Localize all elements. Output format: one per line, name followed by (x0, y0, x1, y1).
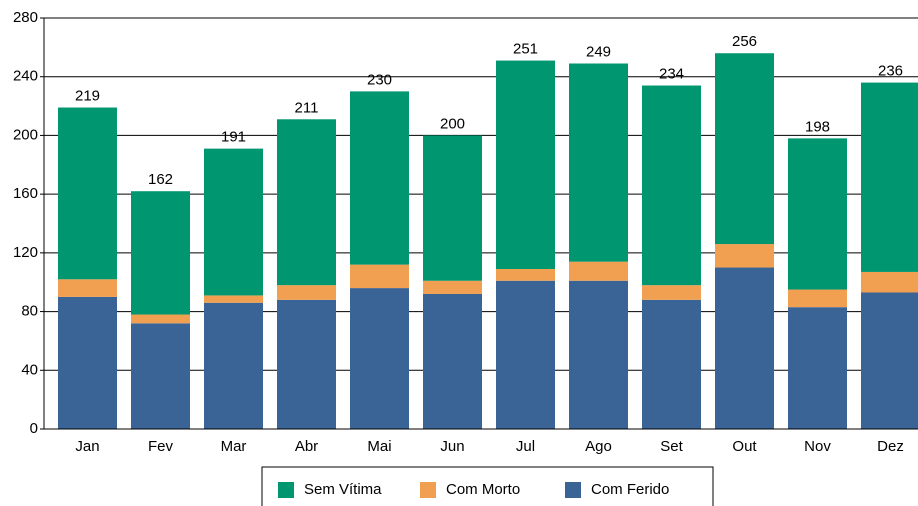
legend-label: Sem Vítima (304, 481, 382, 498)
bar-segment (788, 289, 847, 308)
total-label: 211 (295, 99, 319, 116)
bar-segment (861, 271, 918, 293)
bar-segment (204, 295, 263, 303)
y-tick-label: 160 (13, 185, 38, 202)
total-label: 219 (75, 88, 100, 105)
x-tick-label: Set (660, 438, 683, 455)
x-tick-label: Mar (221, 438, 247, 455)
bar-segment (569, 63, 628, 262)
bar-segment (569, 280, 628, 429)
total-label: 234 (659, 65, 684, 82)
x-tick-label: Nov (804, 438, 831, 455)
bar-segment (204, 148, 263, 296)
y-tick-label: 280 (13, 9, 38, 26)
bar-segment (569, 261, 628, 281)
legend-label: Com Ferido (591, 481, 669, 498)
y-tick-label: 240 (13, 68, 38, 85)
y-tick-label: 80 (21, 303, 38, 320)
total-label: 251 (513, 41, 538, 58)
bar-segment (496, 60, 555, 270)
total-label: 249 (586, 43, 611, 60)
x-tick-label: Dez (877, 438, 904, 455)
y-tick-label: 200 (13, 126, 38, 143)
x-tick-label: Mai (367, 438, 391, 455)
bar-segment (715, 267, 774, 429)
legend-swatch (420, 482, 436, 498)
bar-segment (350, 91, 409, 265)
bar-segment (131, 323, 190, 429)
bar-segment (496, 280, 555, 429)
y-tick-label: 40 (21, 361, 38, 378)
bar-segment (496, 269, 555, 281)
total-label: 198 (805, 118, 830, 135)
bar-segment (423, 135, 482, 281)
legend-swatch (278, 482, 294, 498)
total-label: 236 (878, 63, 903, 80)
bar-segment (861, 292, 918, 429)
bar-segment (204, 302, 263, 429)
legend-label: Com Morto (446, 481, 520, 498)
bar-segment (423, 293, 482, 429)
bar-segment (788, 138, 847, 290)
bar-segment (423, 280, 482, 294)
bar-segment (131, 191, 190, 315)
bar-segment (277, 119, 336, 286)
bar-segment (788, 307, 847, 429)
bar-segment (277, 299, 336, 429)
total-label: 162 (148, 171, 173, 188)
x-tick-label: Abr (295, 438, 318, 455)
x-tick-label: Jun (440, 438, 464, 455)
x-tick-label: Jan (75, 438, 99, 455)
bar-segment (58, 279, 117, 297)
legend-box (261, 466, 714, 506)
total-label: 200 (440, 115, 465, 132)
bar-segment (350, 288, 409, 429)
bar-segment (642, 285, 701, 300)
bar-segment (277, 285, 336, 300)
y-tick-label: 120 (13, 244, 38, 261)
bar-segment (350, 264, 409, 289)
bar-segment (58, 107, 117, 280)
legend-swatch (565, 482, 581, 498)
x-tick-label: Jul (516, 438, 535, 455)
x-tick-label: Out (732, 438, 757, 455)
bar-segment (715, 244, 774, 268)
bar-segment (131, 314, 190, 324)
bar-segment (715, 53, 774, 245)
total-label: 191 (221, 129, 246, 146)
bar-segment (861, 82, 918, 272)
bar-segment (642, 85, 701, 286)
total-label: 230 (367, 71, 392, 88)
bar-segment (642, 299, 701, 429)
x-tick-label: Fev (148, 438, 174, 455)
x-tick-label: Ago (585, 438, 612, 455)
y-tick-label: 0 (30, 420, 38, 437)
total-label: 256 (732, 33, 757, 50)
bar-segment (58, 296, 117, 429)
